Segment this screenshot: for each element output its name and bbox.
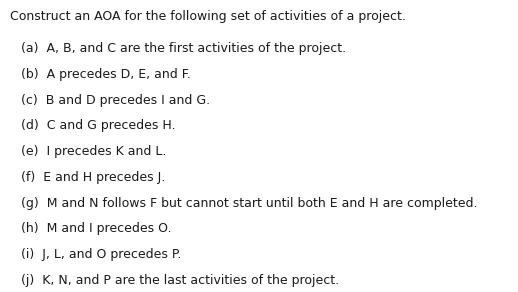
Text: (f)  E and H precedes J.: (f) E and H precedes J. bbox=[21, 171, 165, 184]
Text: (i)  J, L, and O precedes P.: (i) J, L, and O precedes P. bbox=[21, 248, 181, 261]
Text: (e)  I precedes K and L.: (e) I precedes K and L. bbox=[21, 145, 166, 158]
Text: (b)  A precedes D, E, and F.: (b) A precedes D, E, and F. bbox=[21, 68, 191, 81]
Text: (d)  C and G precedes H.: (d) C and G precedes H. bbox=[21, 119, 175, 133]
Text: (g)  M and N follows F but cannot start until both E and H are completed.: (g) M and N follows F but cannot start u… bbox=[21, 197, 477, 210]
Text: (c)  B and D precedes I and G.: (c) B and D precedes I and G. bbox=[21, 94, 210, 107]
Text: (j)  K, N, and P are the last activities of the project.: (j) K, N, and P are the last activities … bbox=[21, 274, 339, 287]
Text: (a)  A, B, and C are the first activities of the project.: (a) A, B, and C are the first activities… bbox=[21, 42, 346, 55]
Text: Construct an AOA for the following set of activities of a project.: Construct an AOA for the following set o… bbox=[10, 10, 406, 23]
Text: (h)  M and I precedes O.: (h) M and I precedes O. bbox=[21, 222, 171, 235]
